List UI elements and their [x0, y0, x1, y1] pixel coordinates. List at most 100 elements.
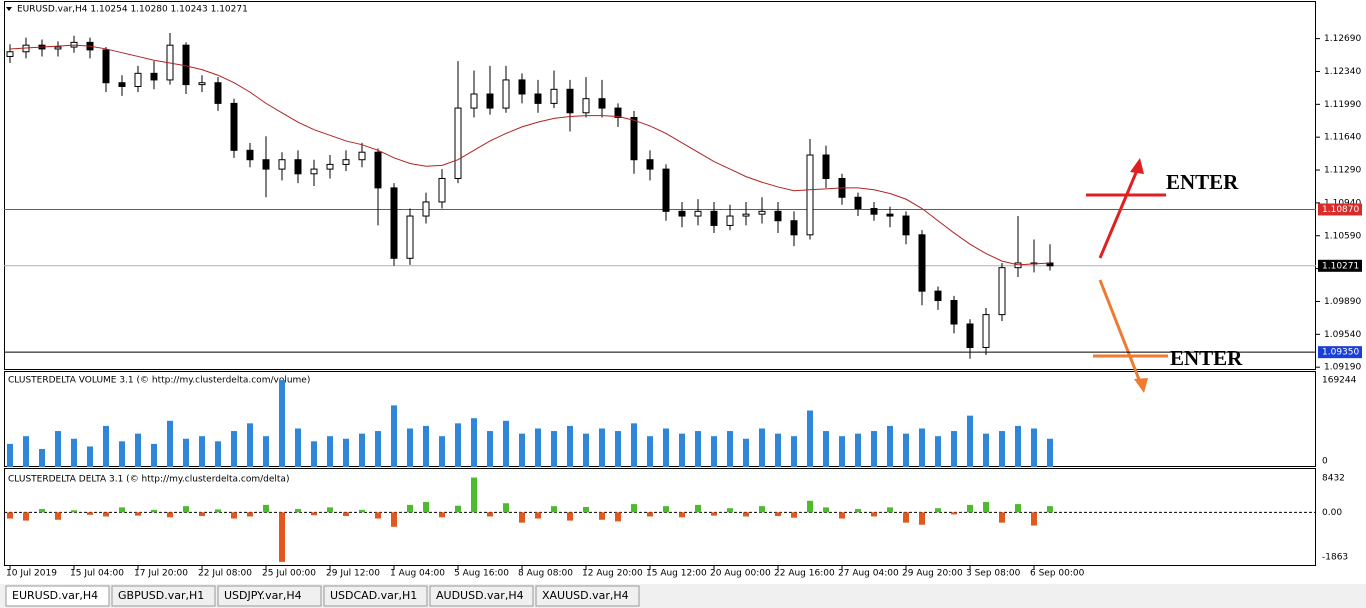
delta-bar [295, 509, 301, 513]
annotation: ENTER [1166, 170, 1239, 194]
tab-label[interactable]: AUDUSD.var,H4 [436, 589, 524, 602]
delta-bar [71, 510, 77, 513]
candle-body [806, 154, 814, 236]
volume-bar [151, 443, 157, 467]
candle-body [294, 159, 302, 175]
delta-bar [375, 512, 381, 519]
candle-body [6, 51, 14, 57]
delta-bar [503, 503, 509, 513]
volume-bar [39, 449, 45, 467]
candle-body [886, 213, 894, 217]
moving-average [9, 44, 1051, 266]
candle-body [534, 93, 542, 104]
volume-bar [1047, 438, 1053, 467]
tab-label[interactable]: USDJPY.var,H4 [224, 589, 302, 602]
x-tick-label: 10 Jul 2019 [6, 569, 57, 579]
candle-body [758, 210, 766, 215]
tab[interactable] [323, 585, 428, 607]
candle-body [374, 151, 382, 189]
volume-bar [583, 433, 589, 467]
volume-bar [215, 441, 221, 467]
volume-bar [311, 441, 317, 467]
delta-bar [7, 512, 13, 519]
volume-bar [519, 433, 525, 467]
annotation: ENTER [1170, 346, 1243, 370]
price-label-bg [1318, 203, 1362, 216]
volume-bar [295, 428, 301, 467]
tab-label[interactable]: XAUUSD.var,H4 [542, 589, 629, 602]
x-tick-label: 12 Aug 20:00 [582, 569, 643, 579]
candle-body [646, 159, 654, 170]
x-tick-label: 15 Aug 12:00 [646, 569, 707, 579]
volume-bar [359, 433, 365, 467]
volume-bar [599, 428, 605, 467]
y-tick-label: 1.11990 [1324, 100, 1361, 110]
tab[interactable] [535, 585, 640, 607]
indicator-title: CLUSTERDELTA DELTA 3.1 (© http://my.clus… [8, 475, 289, 485]
tab-label[interactable]: EURUSD.var,H4 [12, 589, 98, 602]
x-tick-label: 6 Sep 00:00 [1030, 569, 1085, 579]
delta-bar [359, 509, 365, 513]
candle-body [854, 196, 862, 210]
delta-bar [775, 512, 781, 517]
candle-body [278, 159, 286, 170]
candle-body [918, 234, 926, 292]
candle-body [598, 98, 606, 109]
volume-bar [199, 436, 205, 467]
tab-label[interactable]: USDCAD.var,H1 [330, 589, 417, 602]
delta-bar [119, 507, 125, 513]
delta-bar [327, 507, 333, 513]
x-tick-label: 5 Aug 16:00 [454, 569, 509, 579]
delta-bar [695, 504, 701, 513]
delta-bar [583, 506, 589, 513]
tab[interactable] [5, 585, 110, 607]
tab[interactable] [217, 585, 322, 607]
delta-bar [967, 504, 973, 513]
symbol-header: EURUSD.var,H4 1.10254 1.10280 1.10243 1.… [17, 5, 248, 15]
delta-bar [535, 512, 541, 519]
candle-body [566, 88, 574, 114]
volume-bar [535, 428, 541, 467]
delta-bar [55, 512, 61, 520]
scale-label: 0 [1322, 457, 1328, 467]
candle-body [422, 201, 430, 217]
y-tick-label: 1.09890 [1324, 297, 1361, 307]
volume-bar [663, 428, 669, 467]
candle-body [342, 159, 350, 165]
volume-bar [231, 431, 237, 467]
candle-body [550, 88, 558, 104]
candle-body [870, 208, 878, 215]
delta-bar [487, 512, 493, 517]
tab[interactable] [111, 585, 216, 607]
candle-body [182, 44, 190, 86]
tab-label[interactable]: GBPUSD.var,H1 [118, 589, 204, 602]
candle-body [470, 93, 478, 109]
delta-bar [439, 512, 445, 518]
volume-bar [343, 438, 349, 467]
x-tick-label: 27 Aug 04:00 [838, 569, 899, 579]
delta-bar [1047, 506, 1053, 513]
x-tick-label: 3 Sep 08:00 [966, 569, 1021, 579]
delta-bar [343, 512, 349, 517]
price-label: 1.09350 [1322, 348, 1359, 358]
menu-arrow[interactable] [6, 7, 12, 11]
price-label: 1.10870 [1322, 205, 1359, 215]
price-label: 1.10271 [1322, 261, 1359, 271]
scale-label: 8432 [1322, 474, 1345, 484]
indicator-title: CLUSTERDELTA VOLUME 3.1 (© http://my.clu… [8, 376, 310, 386]
candle-body [486, 93, 494, 109]
delta-bar [199, 512, 205, 517]
delta-bar [391, 512, 397, 527]
delta-bar [935, 508, 941, 513]
x-tick-label: 20 Aug 00:00 [710, 569, 771, 579]
x-tick-label: 22 Aug 16:00 [774, 569, 835, 579]
volume-bar [935, 436, 941, 467]
delta-bar [551, 506, 557, 513]
candle-body [902, 215, 910, 236]
tab[interactable] [429, 585, 534, 607]
volume-bar [471, 418, 477, 467]
volume-bar [263, 436, 269, 467]
